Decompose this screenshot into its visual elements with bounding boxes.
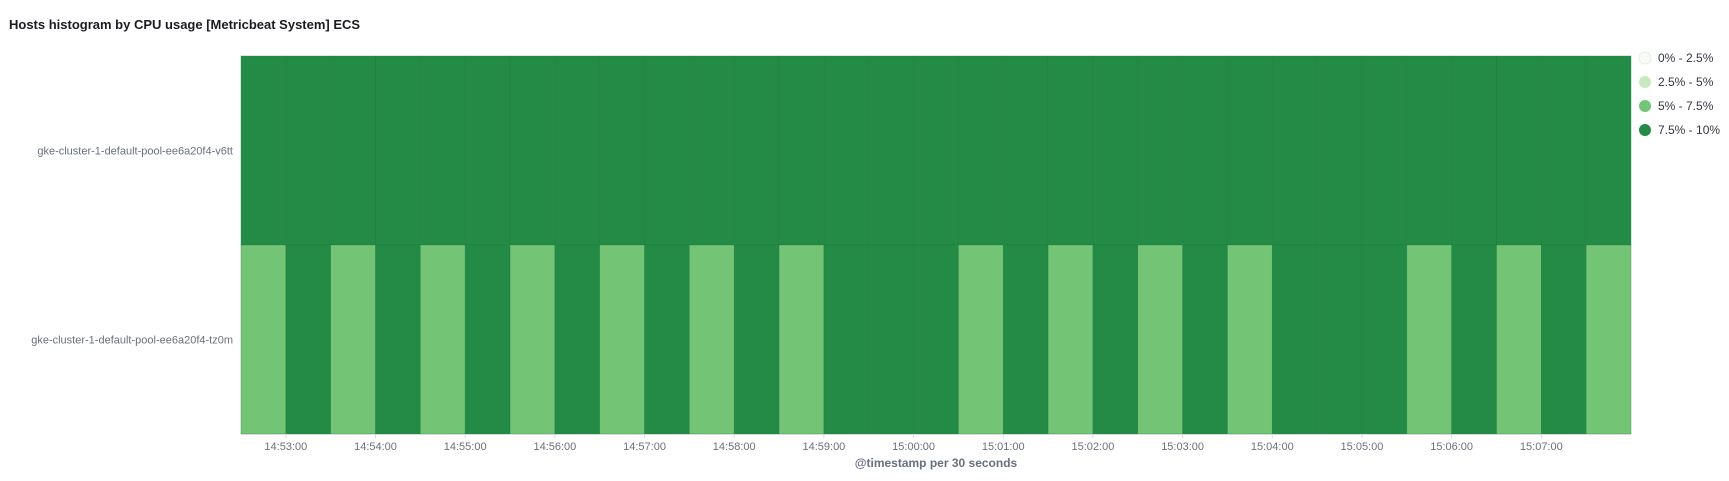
heatmap-cell[interactable] [958, 55, 1004, 246]
x-axis-tick-label: 15:04:00 [1251, 441, 1294, 453]
heatmap-cell[interactable] [509, 244, 556, 435]
heatmap-cell[interactable] [240, 55, 287, 246]
heatmap-cell[interactable] [599, 244, 645, 435]
heatmap-cell[interactable] [554, 55, 601, 246]
heatmap-cell[interactable] [464, 55, 511, 246]
heatmap-cell[interactable] [1047, 55, 1094, 246]
legend-item[interactable]: 5% - 7.5% [1639, 99, 1714, 113]
legend-label: 2.5% - 5% [1658, 75, 1714, 89]
heatmap-cell[interactable] [1002, 244, 1049, 435]
heatmap-axes: gke-cluster-1-default-pool-ee6a20f4-v6tt… [31, 146, 1631, 470]
heatmap-cell[interactable] [1316, 55, 1363, 246]
heatmap-cell[interactable] [1227, 244, 1273, 435]
heatmap-cell[interactable] [1361, 244, 1408, 435]
heatmap-cells [240, 55, 1632, 435]
heatmap-cell[interactable] [733, 55, 780, 246]
heatmap-cell[interactable] [868, 244, 914, 435]
x-axis-tick-label: 14:57:00 [623, 441, 666, 453]
x-axis-tick-label: 14:53:00 [264, 441, 307, 453]
heatmap-cell[interactable] [1585, 244, 1632, 435]
legend-item[interactable]: 7.5% - 10% [1639, 123, 1720, 137]
x-axis-tick-label: 14:54:00 [354, 441, 397, 453]
heatmap-cell[interactable] [464, 244, 511, 435]
heatmap-cell[interactable] [330, 55, 376, 246]
heatmap-cell[interactable] [375, 244, 421, 435]
heatmap-cell[interactable] [1271, 244, 1318, 435]
x-axis-tick-label: 14:55:00 [444, 441, 487, 453]
heatmap-cell[interactable] [330, 244, 376, 435]
x-axis-tick-label: 15:05:00 [1341, 441, 1384, 453]
heatmap-cell[interactable] [1541, 244, 1587, 435]
heatmap-cell[interactable] [1451, 55, 1497, 246]
heatmap-cell[interactable] [554, 244, 601, 435]
heatmap-cell[interactable] [913, 55, 959, 246]
heatmap-cell[interactable] [1585, 55, 1632, 246]
legend-label: 7.5% - 10% [1658, 123, 1720, 137]
heatmap-cell[interactable] [958, 244, 1004, 435]
heatmap-cell[interactable] [1541, 55, 1587, 246]
panel-title: Hosts histogram by CPU usage [Metricbeat… [9, 17, 361, 32]
heatmap-cell[interactable] [733, 244, 780, 435]
heatmap-cell[interactable] [1496, 55, 1542, 246]
heatmap-cell[interactable] [644, 55, 690, 246]
heatmap-cell[interactable] [285, 55, 331, 246]
x-axis-tick-label: 14:59:00 [802, 441, 845, 453]
heatmap-cell[interactable] [1406, 55, 1452, 246]
legend-swatch [1639, 124, 1651, 136]
heatmap-cell[interactable] [1271, 55, 1318, 246]
legend-item[interactable]: 0% - 2.5% [1638, 51, 1714, 65]
heatmap-cell[interactable] [509, 55, 556, 246]
x-axis-tick-label: 15:01:00 [982, 441, 1025, 453]
legend-swatch [1639, 76, 1651, 88]
heatmap-cell[interactable] [1227, 55, 1273, 246]
heatmap-cell[interactable] [375, 55, 421, 246]
heatmap-cell[interactable] [1092, 55, 1139, 246]
heatmap-cell[interactable] [823, 55, 870, 246]
heatmap-cell[interactable] [1137, 55, 1183, 246]
heatmap-cell[interactable] [1092, 244, 1139, 435]
legend-label: 0% - 2.5% [1658, 51, 1714, 65]
heatmap-cell[interactable] [689, 55, 735, 246]
x-axis-tick-label: 14:58:00 [713, 441, 756, 453]
legend-swatch [1638, 51, 1652, 65]
legend-item[interactable]: 2.5% - 5% [1639, 75, 1714, 89]
heatmap-cell[interactable] [1451, 244, 1497, 435]
heatmap-cell[interactable] [823, 244, 870, 435]
heatmap-cell[interactable] [689, 244, 735, 435]
x-axis-tick-label: 15:07:00 [1520, 441, 1563, 453]
heatmap-cell[interactable] [420, 244, 466, 435]
heatmap-cell[interactable] [1002, 55, 1049, 246]
heatmap-cell[interactable] [1496, 244, 1542, 435]
legend-label: 5% - 7.5% [1658, 99, 1714, 113]
heatmap-cell[interactable] [599, 55, 645, 246]
heatmap-cell[interactable] [240, 244, 287, 435]
legend-swatch [1639, 100, 1651, 112]
heatmap-cell[interactable] [913, 244, 959, 435]
heatmap-cell[interactable] [1406, 244, 1452, 435]
heatmap-legend[interactable]: 0% - 2.5% 2.5% - 5% 5% - 7.5% 7.5% - 10% [1638, 51, 1720, 137]
heatmap-cell[interactable] [644, 244, 690, 435]
heatmap-cell[interactable] [1047, 244, 1094, 435]
y-axis-label: gke-cluster-1-default-pool-ee6a20f4-v6tt [37, 146, 233, 158]
heatmap-cell[interactable] [1316, 244, 1363, 435]
heatmap-cell[interactable] [1182, 55, 1228, 246]
heatmap-cell[interactable] [868, 55, 914, 246]
heatmap-cell[interactable] [420, 55, 466, 246]
x-axis-tick-label: 15:06:00 [1430, 441, 1473, 453]
heatmap-cell[interactable] [778, 55, 825, 246]
x-axis-tick-label: 15:03:00 [1161, 441, 1204, 453]
heatmap-cell[interactable] [778, 244, 825, 435]
y-axis-label: gke-cluster-1-default-pool-ee6a20f4-tz0m [31, 335, 233, 347]
heatmap-cell[interactable] [1137, 244, 1183, 435]
x-axis-title: @timestamp per 30 seconds [855, 456, 1018, 470]
heatmap-cell[interactable] [1361, 55, 1408, 246]
x-axis-tick-label: 15:02:00 [1072, 441, 1115, 453]
x-axis-tick-label: 14:56:00 [533, 441, 576, 453]
x-axis-tick-label: 15:00:00 [892, 441, 935, 453]
heatmap-cell[interactable] [1182, 244, 1228, 435]
heatmap-cell[interactable] [285, 244, 331, 435]
